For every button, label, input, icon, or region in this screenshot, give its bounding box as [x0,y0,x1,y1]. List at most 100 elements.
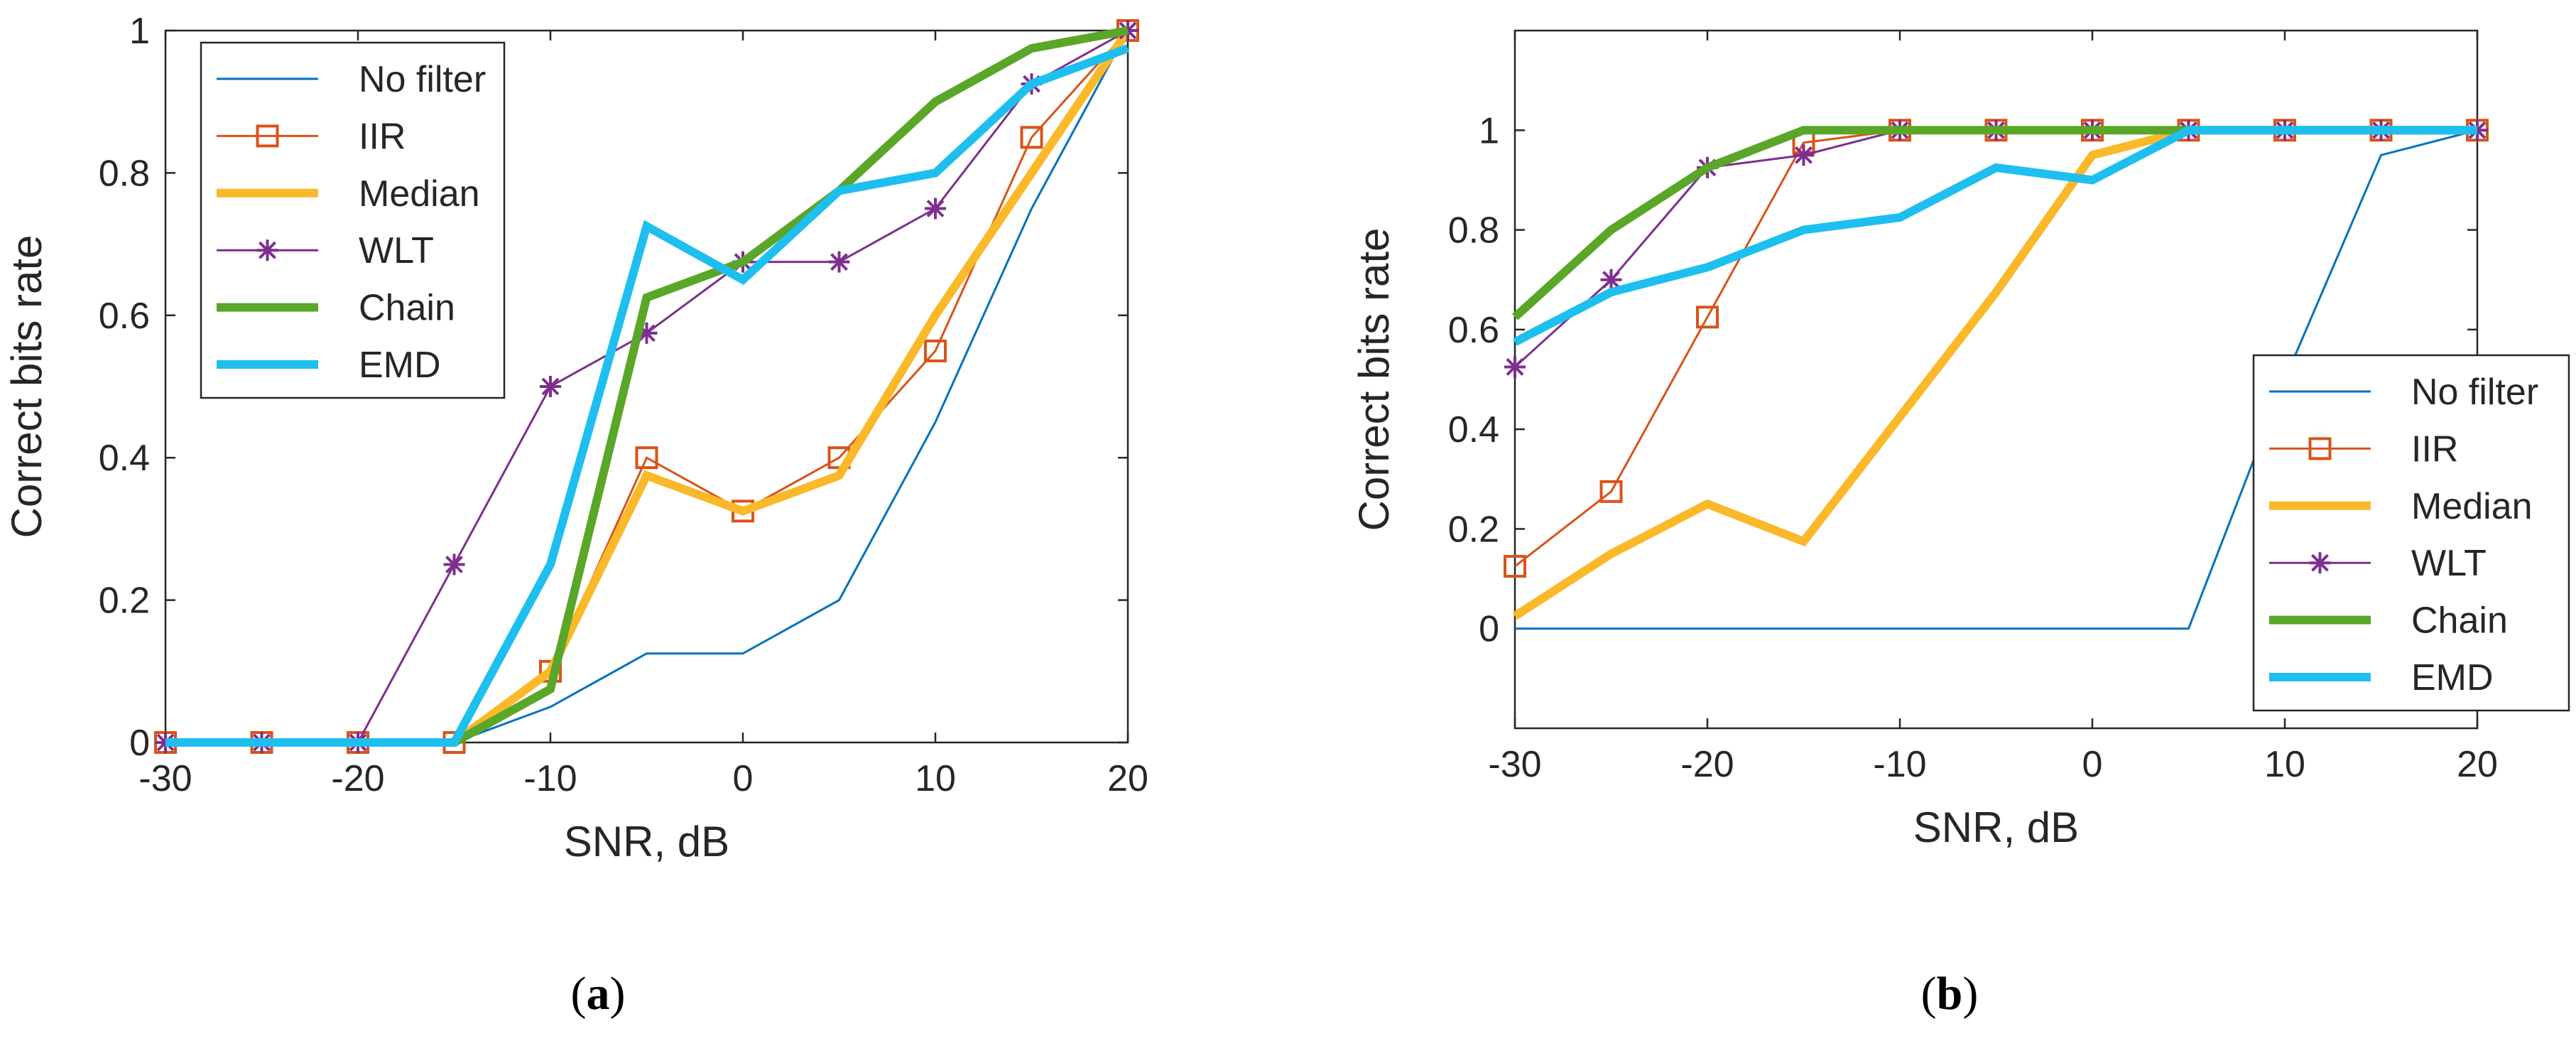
legend-label-wlt: WLT [2411,543,2487,584]
panel-label-close: ) [610,968,626,1020]
star-stroke [1795,146,1813,164]
panel-label-letter: a [587,968,610,1020]
legend-item-emd: EMD [217,345,441,386]
star-stroke [541,377,560,396]
x-tick-label: -30 [138,758,192,799]
marker-square-iir-1 [1599,480,1623,503]
panel-label-close: ) [1962,968,1978,1020]
y-tick-label: 0.4 [1448,409,1499,450]
x-tick-label: 10 [2264,744,2305,785]
legend-label-no-filter: No filter [2411,372,2538,413]
legend-label-median: Median [2411,486,2533,527]
legend-label-no-filter: No filter [359,59,486,100]
y-tick-label: 1 [129,11,150,52]
legend: No filter IIR Median WLT Chain EMD [200,41,506,399]
x-tick-label: -10 [523,758,577,799]
y-tick-label: 0.6 [99,296,150,337]
legend-item-chain: Chain [217,288,455,329]
y-tick-label: 0.8 [1448,210,1499,252]
legend-label-wlt: WLT [359,230,434,271]
legend-item-iir: IIR [217,116,406,157]
series-no-filter [1515,129,2478,630]
legend-item-no-filter: No filter [2269,372,2538,413]
marker-star-wlt-legend [256,239,278,261]
legend-label-chain: Chain [2411,600,2508,642]
legend-label-emd: EMD [2411,657,2494,698]
legend: No filter IIR Median WLT Chain EMD [2252,354,2570,712]
star-stroke [259,241,276,259]
x-tick-label: 20 [2457,744,2498,785]
legend-label-median: Median [359,173,480,215]
marker-square-iir-legend [256,124,279,148]
marker-star-wlt-7 [828,251,850,273]
y-axis-label: Correct bits rate [1350,228,1398,531]
legend-item-median: Median [2269,486,2533,527]
x-tick-label: -10 [1873,744,1926,785]
series-line-emd [1513,126,2477,346]
y-tick-label: 0.2 [1448,509,1499,550]
legend-label-iir: IIR [2411,428,2458,470]
y-tick-label: 0 [1479,609,1499,650]
marker-square-iir-0 [1504,555,1526,578]
legend-box [2252,354,2570,712]
marker-star-wlt-8 [925,198,946,220]
panel-a: -30 -20 -10 0 10 20 0 0.2 0.4 0.6 0.8 1 SNR, dB Corre… [3,11,1148,1020]
x-tick-label: 0 [2082,744,2103,785]
marker-star-wlt-legend [2309,552,2331,574]
y-tick-label: 0.8 [99,153,150,194]
legend-label-chain: Chain [359,288,455,329]
panel-label: (a) [571,968,626,1020]
star-stroke [1506,358,1524,376]
x-tick-label: -20 [1680,744,1734,785]
panel-b: -30 -20 -10 0 10 20 0 0.2 0.4 0.6 0.8 1 SNR, dB Corre… [1350,29,2570,1020]
x-axis-label: SNR, dB [564,818,729,865]
marker-star-wlt-1 [1600,269,1622,291]
x-tick-label: -20 [331,758,384,799]
panel-label-letter: b [1937,968,1963,1020]
star-stroke [2311,553,2329,572]
panel-label-open: ( [1921,968,1937,1020]
marker-square-iir-2 [1696,306,1719,329]
y-axis-label: Correct bits rate [3,235,50,539]
star-stroke [830,253,848,271]
series-line-no-filter [1515,129,2478,630]
marker-square-iir-5 [635,446,658,470]
y-tick-label: 0.2 [99,580,150,622]
legend-label-emd: EMD [359,345,441,386]
marker-square-iir-legend [2308,437,2332,460]
legend-item-chain: Chain [2269,600,2508,642]
x-tick-label: -30 [1488,744,1541,785]
series-emd [1513,126,2477,346]
series-line-emd [165,44,1130,747]
marker-star-wlt-4 [540,376,561,397]
x-axis-label: SNR, dB [1913,804,2079,851]
marker-star-wlt-0 [1504,356,1526,378]
y-tick-label: 0.6 [1448,310,1499,351]
panel-label-open: ( [571,968,587,1020]
marker-square-iir-9 [1020,126,1043,149]
x-tick-label: 20 [1107,758,1148,799]
x-tick-label: 0 [733,758,754,799]
series-emd [165,44,1130,747]
y-tick-label: 1 [1479,110,1499,151]
legend-box [200,41,506,399]
legend-item-median: Median [217,173,480,215]
marker-star-wlt-3 [1793,144,1815,166]
marker-square-iir-8 [924,339,947,362]
x-tick-label: 10 [915,758,956,799]
y-tick-label: 0.4 [99,438,150,479]
star-stroke [445,556,463,573]
legend-item-emd: EMD [2269,657,2494,698]
legend-item-wlt: WLT [2269,543,2487,584]
legend-item-iir: IIR [2269,428,2458,470]
marker-star-wlt-3 [443,553,465,576]
star-stroke [926,200,945,217]
star-stroke [1602,271,1620,289]
y-tick-label: 0 [129,723,150,764]
legend-item-no-filter: No filter [217,59,486,100]
star-stroke [638,324,656,342]
legend-label-iir: IIR [359,116,406,157]
legend-item-wlt: WLT [217,230,434,271]
panel-label: (b) [1921,968,1979,1020]
